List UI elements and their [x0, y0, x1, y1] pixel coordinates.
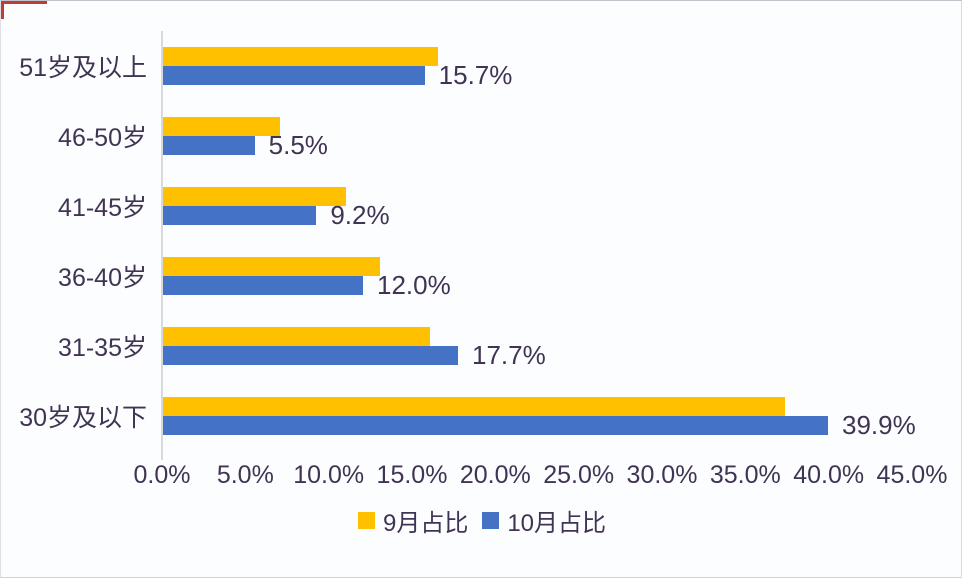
screen-edge-artifact-top	[1, 1, 47, 4]
screen-edge-artifact-left	[1, 1, 4, 19]
bar-group: 9.2%	[163, 171, 913, 241]
bar-10月占比	[163, 136, 255, 155]
x-tick-label: 20.0%	[459, 461, 531, 489]
data-label: 9.2%	[330, 200, 390, 230]
bar-9月占比	[163, 187, 347, 206]
x-axis-tick-labels: 0.0% 5.0% 10.0% 15.0% 20.0% 25.0% 30.0% 35.0% 40…	[1, 461, 961, 493]
bar-9月占比	[163, 397, 785, 416]
legend-label: 10月占比	[507, 510, 607, 537]
legend-item: 10月占比	[482, 503, 606, 538]
x-tick-label: 25.0%	[543, 461, 615, 489]
x-tick-label: 0.0%	[133, 461, 191, 489]
x-tick-label: 45.0%	[876, 461, 948, 489]
bar-9月占比	[163, 257, 380, 276]
bar-10月占比	[163, 276, 363, 295]
x-tick-label: 30.0%	[626, 461, 698, 489]
bar-10月占比	[163, 206, 317, 225]
x-tick-label: 15.0%	[376, 461, 448, 489]
bar-group: 12.0%	[163, 241, 913, 311]
category-label: 31-35岁	[58, 334, 147, 362]
category-label: 36-40岁	[58, 264, 147, 292]
data-label: 17.7%	[472, 340, 546, 370]
legend-label: 9月占比	[382, 510, 469, 537]
category-label: 46-50岁	[58, 124, 147, 152]
bar-group: 39.9%	[163, 381, 916, 451]
category-label: 41-45岁	[58, 194, 147, 222]
bar-9月占比	[163, 327, 430, 346]
data-label: 39.9%	[842, 410, 916, 440]
bar-10月占比	[163, 416, 828, 435]
chart-legend: 9月占比 10月占比	[1, 503, 961, 538]
bar-10月占比	[163, 346, 458, 365]
legend-item: 9月占比	[357, 503, 469, 538]
legend-swatch-icon	[482, 512, 500, 529]
data-label: 5.5%	[268, 130, 328, 160]
bar-group: 5.5%	[163, 101, 913, 171]
y-axis-tick-stub	[161, 451, 163, 460]
bar-10月占比	[163, 66, 425, 85]
bar-group: 15.7%	[163, 31, 913, 101]
x-tick-label: 10.0%	[293, 461, 365, 489]
category-label: 51岁及以上	[19, 54, 147, 82]
bar-9月占比	[163, 47, 438, 66]
bar-9月占比	[163, 117, 280, 136]
data-label: 15.7%	[438, 60, 513, 90]
x-tick-label: 35.0%	[709, 461, 781, 489]
bar-group: 17.7%	[163, 311, 913, 381]
plot-area: 15.7% 5.5% 9.2% 12.0% 17.7% 39.9%	[161, 31, 916, 451]
x-tick-label: 5.0%	[216, 461, 274, 489]
data-label: 12.0%	[377, 270, 451, 300]
legend-swatch-icon	[357, 512, 375, 529]
category-label: 30岁及以下	[19, 404, 147, 432]
x-tick-label: 40.0%	[793, 461, 865, 489]
